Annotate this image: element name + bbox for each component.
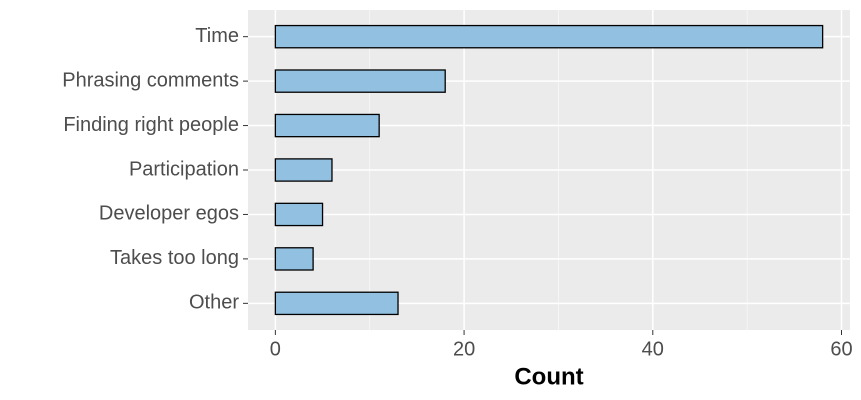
y-tick-label: Phrasing comments — [62, 69, 239, 91]
bar — [274, 158, 333, 182]
x-tick-label: 20 — [453, 338, 475, 360]
bar — [274, 247, 314, 271]
y-tick-label: Other — [189, 292, 239, 314]
bar — [274, 113, 380, 138]
x-tick-label: 60 — [830, 338, 852, 360]
bar — [274, 202, 324, 227]
bar — [274, 24, 824, 49]
x-tick-label: 40 — [642, 338, 664, 360]
x-axis-label: Count — [514, 363, 583, 390]
y-tick-label: Developer egos — [99, 203, 239, 225]
y-tick-label: Finding right people — [63, 114, 239, 136]
bar — [274, 69, 446, 93]
y-tick-label: Takes too long — [110, 247, 239, 269]
y-tick-label: Time — [195, 25, 239, 47]
x-tick-label: 0 — [270, 338, 281, 360]
y-tick-label: Participation — [129, 158, 239, 180]
bar — [274, 291, 399, 316]
